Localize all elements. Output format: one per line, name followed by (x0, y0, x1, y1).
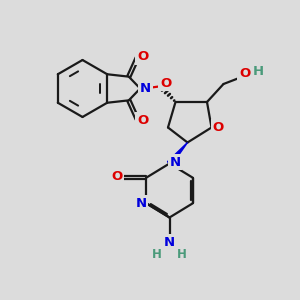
Text: H: H (152, 248, 162, 261)
Polygon shape (167, 142, 188, 165)
Text: H: H (177, 248, 187, 261)
Text: O: O (111, 169, 123, 183)
Text: O: O (137, 50, 148, 63)
Text: O: O (239, 67, 250, 80)
Text: H: H (253, 65, 264, 79)
Text: N: N (140, 82, 151, 95)
Text: O: O (137, 114, 148, 127)
Text: O: O (160, 76, 171, 90)
Text: O: O (212, 121, 224, 134)
Text: N: N (135, 197, 147, 210)
Text: N: N (164, 236, 175, 249)
Text: N: N (169, 155, 181, 169)
